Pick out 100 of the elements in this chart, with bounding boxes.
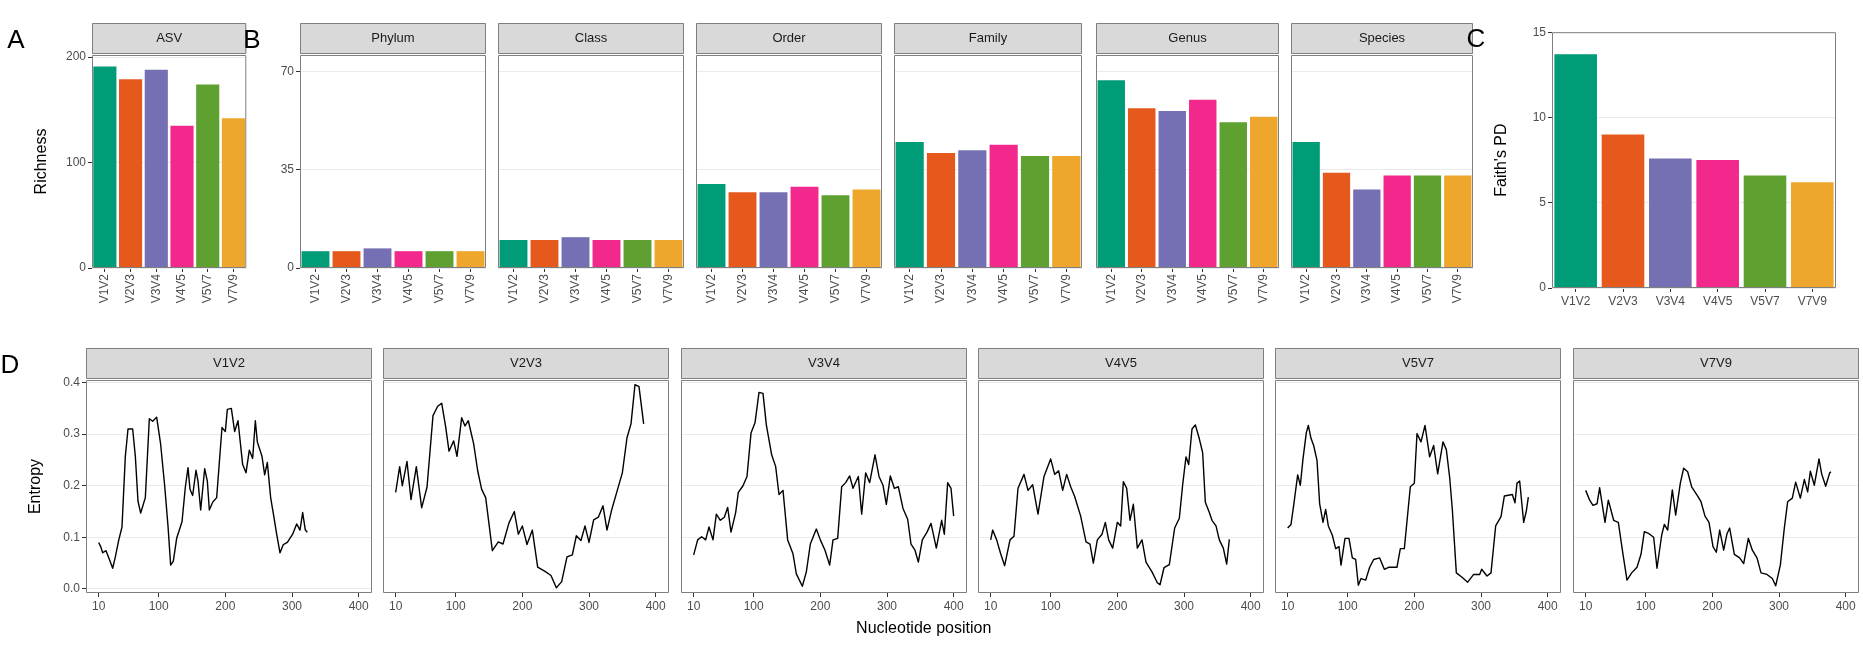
chart-subtitle: Family [968,30,1008,46]
x-tick-label: V7V9 [1256,273,1271,304]
x-tick-label: V3V4 [567,273,582,304]
x-tick-label: V4V5 [1195,273,1210,304]
x-tick-label: V5V7 [1027,273,1042,304]
chart-subtitle: Class [574,30,608,46]
bar [1052,155,1081,268]
x-tick-label: V2V3 [1328,273,1343,304]
y-tick-label: 5 [1539,195,1547,210]
x-tick-label: V4V5 [400,273,415,304]
x-tick-label: V4V5 [1702,293,1733,308]
bar [1128,108,1156,268]
bar [221,118,246,268]
y-tick-label: 0.3 [63,426,81,441]
y-tick-label: 0.1 [63,529,81,544]
bar [926,153,956,268]
x-tick-label: 300 [579,598,600,613]
chart-title: D [0,349,20,380]
x-tick-label: V4V5 [598,273,613,304]
x-tick-label: V2V3 [122,273,137,304]
x-tick-label: V2V3 [338,273,353,304]
bar [1383,175,1411,268]
x-tick-label: V5V7 [629,273,644,304]
x-tick-label: V1V2 [307,273,322,304]
y-axis-title: Richness [32,128,50,195]
chart-subtitle: V1V2 [213,355,245,371]
bar [1322,172,1351,268]
x-axis-title: Nucleotide position [856,619,992,637]
chart-subtitle: V2V3 [510,355,543,371]
x-tick-label: V7V9 [225,273,240,304]
y-tick-label: 0 [79,260,87,275]
bar [196,84,220,268]
x-tick-label: V3V4 [765,273,780,304]
x-tick-label: 10 [389,598,403,613]
x-tick-label: 200 [1404,598,1425,613]
bar [144,69,168,268]
x-tick-label: 400 [943,598,964,613]
x-tick-label: V5V7 [1419,273,1434,304]
x-tick-label: 200 [1107,598,1128,613]
x-tick-label: V2V3 [734,273,749,304]
x-tick-label: V1V2 [505,273,520,304]
bar [895,141,924,268]
x-tick-label: 300 [281,598,303,613]
y-axis-title: Entropy [26,458,44,515]
chart-title: A [7,24,25,55]
y-tick-label: 0 [1539,280,1547,295]
bar [1189,99,1217,268]
x-tick-label: 100 [148,598,169,613]
bar [1250,116,1278,268]
x-tick-label: 200 [512,598,533,613]
x-tick-label: V7V9 [660,273,675,304]
bar [1020,155,1050,268]
bar [989,144,1018,268]
x-tick-label: 300 [1768,598,1789,613]
y-tick-label: 100 [65,154,87,169]
x-tick-label: 300 [1173,598,1195,613]
y-tick-label: 35 [280,162,295,177]
x-tick-label: V4V5 [1389,273,1404,304]
y-tick-label: 0.4 [63,374,81,389]
chart-subtitle: Order [772,30,807,46]
x-tick-label: V3V4 [1359,273,1374,304]
x-tick-label: V1V2 [1298,273,1313,304]
x-tick-label: V1V2 [1560,293,1591,308]
x-tick-label: 200 [1701,598,1723,613]
x-tick-label: 200 [215,598,236,613]
bar [119,79,143,268]
bar [1696,160,1739,288]
x-tick-label: 100 [743,598,764,613]
bar [1292,141,1320,268]
bar [958,150,987,268]
x-tick-label: 10 [1281,598,1295,613]
y-tick-label: 200 [65,49,87,64]
chart-title: B [243,24,261,55]
x-tick-label: V2V3 [1134,273,1149,304]
x-tick-label: 400 [645,598,667,613]
x-tick-label: V3V4 [148,273,163,304]
y-axis-title: Faith's PD [1492,123,1510,197]
y-tick-label: 70 [280,64,295,79]
x-tick-label: 400 [1240,598,1261,613]
bar [1158,111,1186,268]
y-tick-label: 0.0 [63,581,81,596]
x-tick-label: V1V2 [901,273,916,304]
chart-title: C [1466,23,1486,54]
y-tick-label: 0 [287,260,295,275]
x-tick-label: V3V4 [1164,273,1179,304]
x-tick-label: 100 [1337,598,1359,613]
x-tick-label: V5V7 [1225,273,1240,304]
x-tick-label: V2V3 [933,273,948,304]
x-tick-label: V2V3 [536,273,551,304]
x-tick-label: V7V9 [1797,293,1828,308]
x-tick-label: 400 [348,598,369,613]
x-tick-label: V4V5 [796,273,811,304]
x-tick-label: V1V2 [97,273,112,304]
x-tick-label: V4V5 [174,273,189,304]
bar [1743,175,1787,288]
bar [1097,80,1125,268]
x-tick-label: V3V4 [964,273,979,304]
chart-subtitle: V7V9 [1699,355,1732,371]
bar [93,66,117,268]
chart-subtitle: Species [1358,30,1406,46]
